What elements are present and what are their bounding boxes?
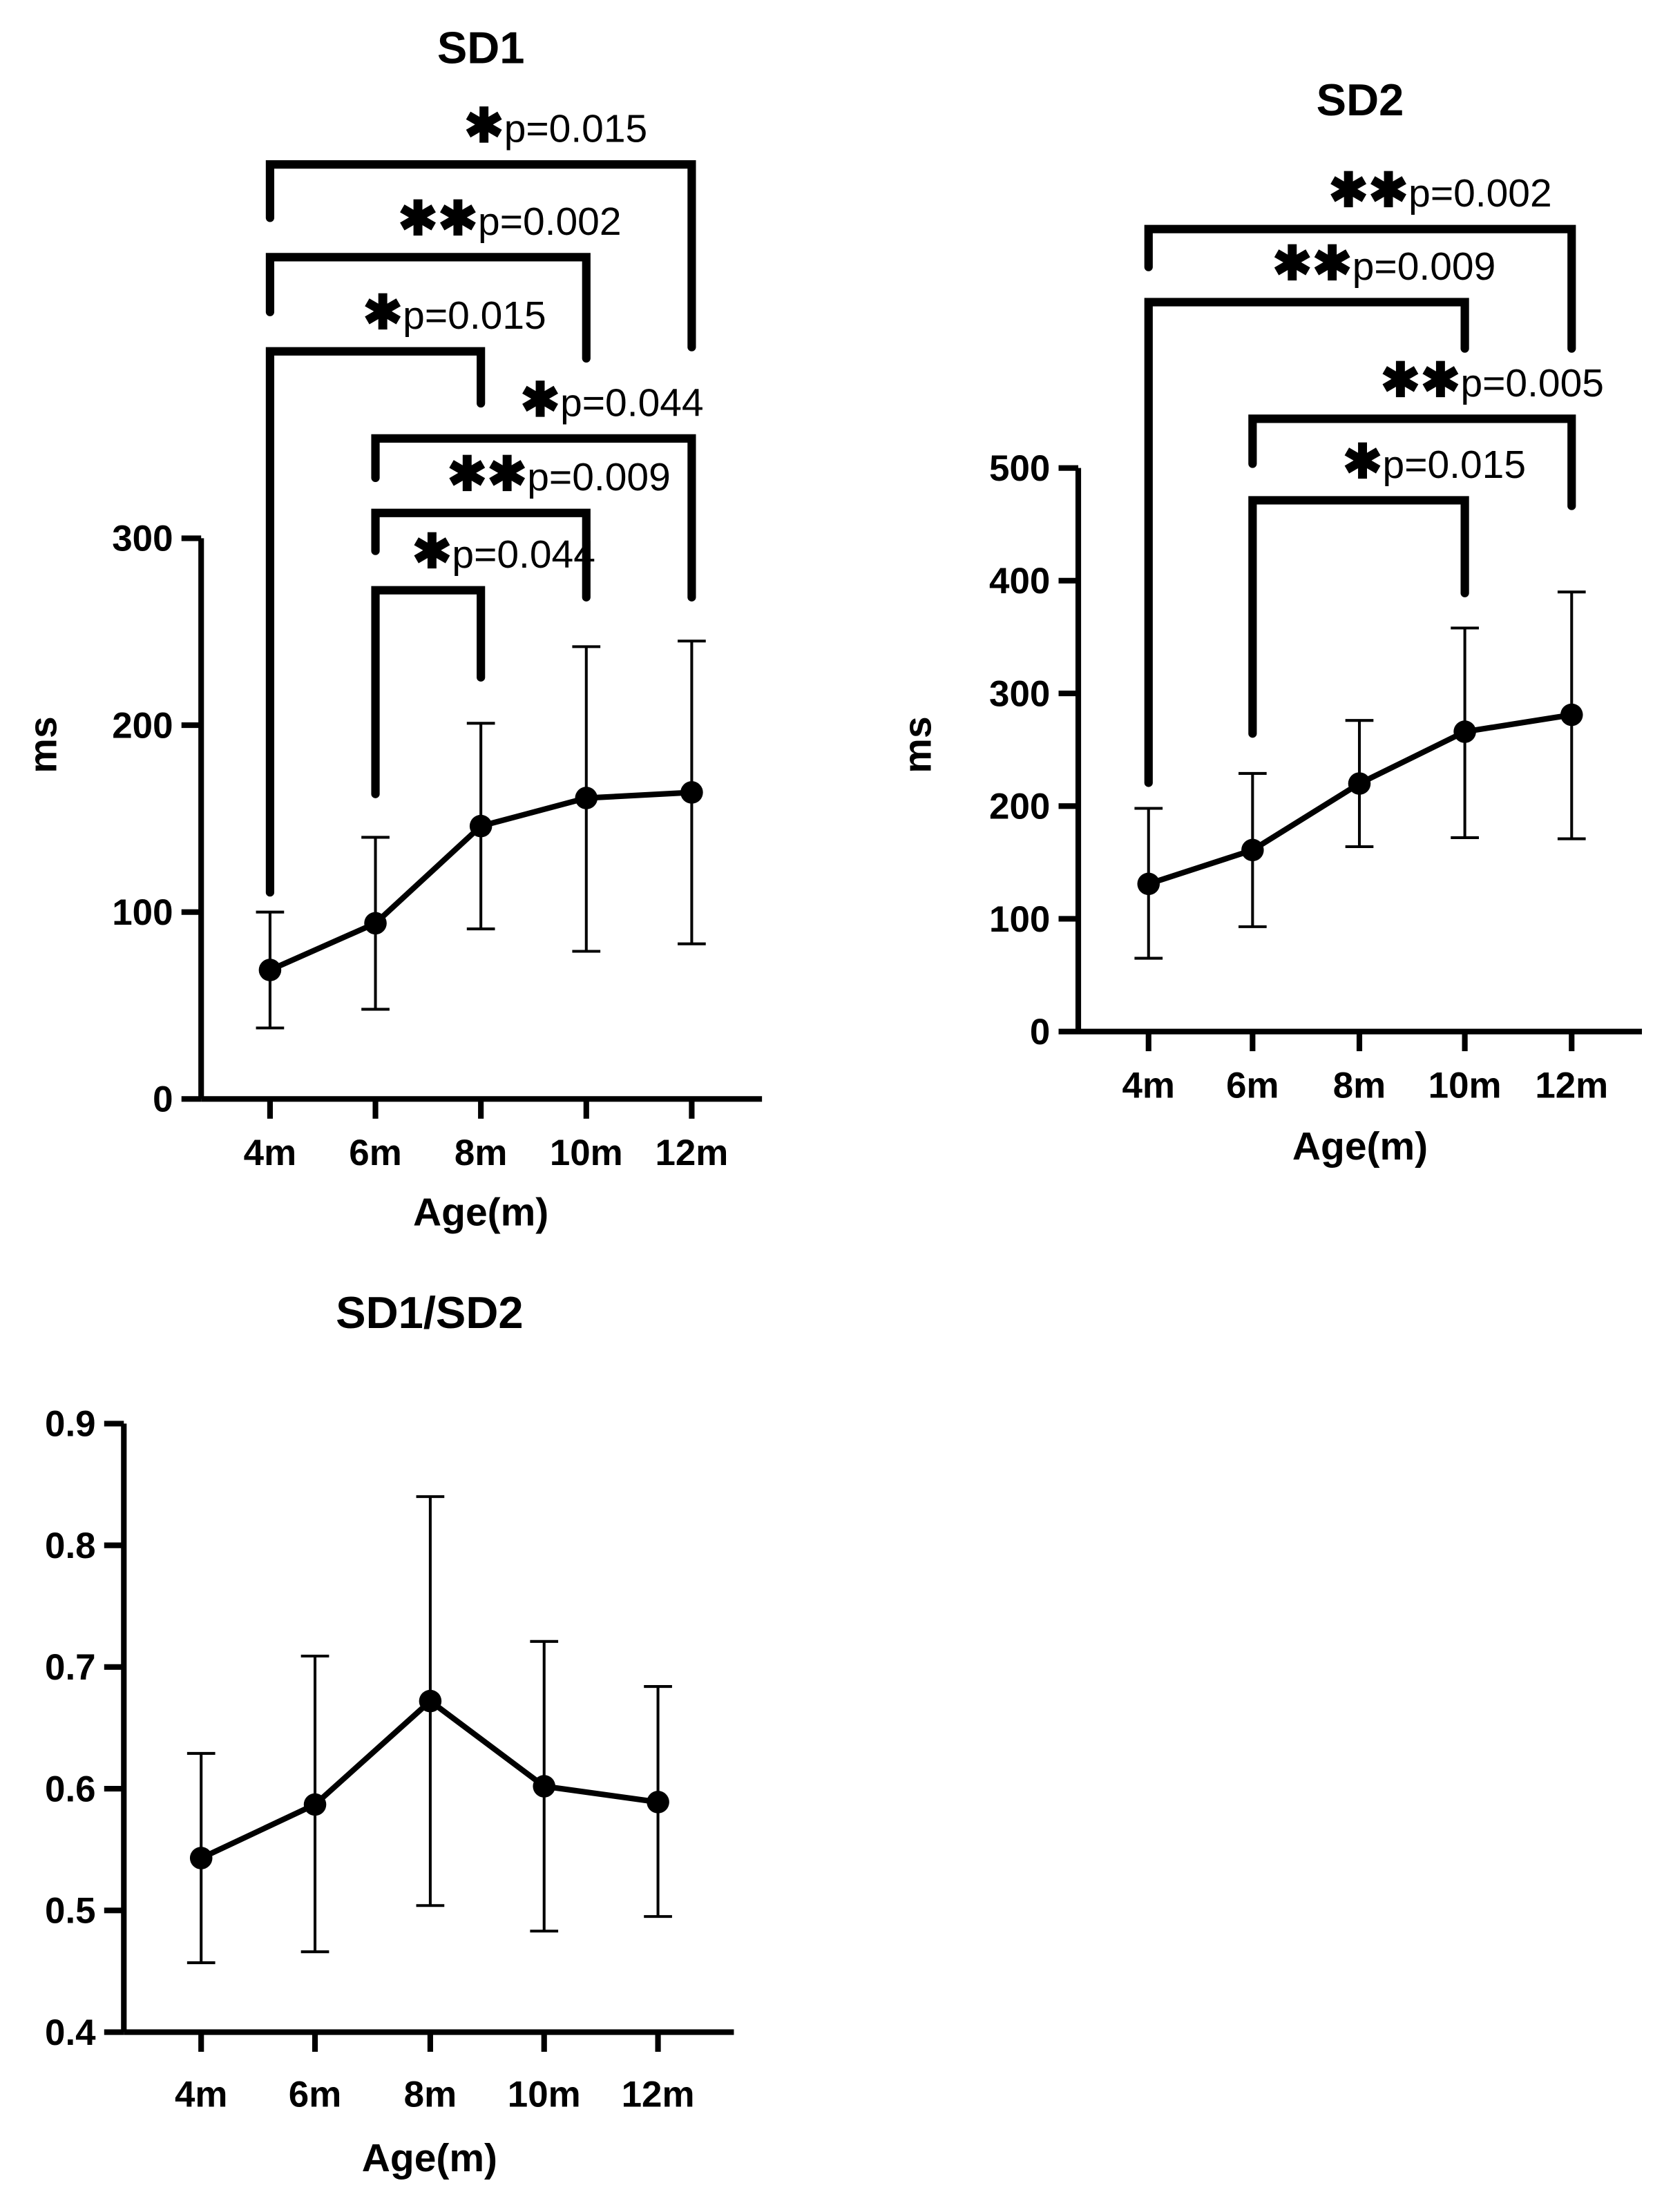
data-point (1137, 872, 1160, 896)
p-value: p=0.044 (560, 381, 704, 425)
significance-bracket (265, 253, 591, 363)
data-point (419, 1689, 442, 1713)
significance-stars: ✱✱ (447, 447, 527, 501)
p-value: p=0.009 (527, 455, 671, 499)
p-value: p=0.044 (452, 532, 595, 577)
data-point (680, 781, 703, 804)
x-tick-label: 12m (655, 1133, 728, 1173)
p-value: p=0.015 (1383, 443, 1527, 487)
y-tick-label: 500 (989, 448, 1050, 489)
x-tick-label: 8m (1333, 1065, 1386, 1106)
x-tick-label: 12m (1535, 1065, 1608, 1106)
x-axis-label: Age(m) (1292, 1124, 1428, 1168)
data-point (533, 1775, 556, 1798)
p-value: p=0.015 (403, 294, 546, 338)
significance-bracket (371, 586, 486, 798)
data-point (1560, 703, 1583, 727)
y-tick-label: 0 (153, 1079, 173, 1120)
y-tick-label: 100 (989, 899, 1050, 940)
chart-title: SD1/SD2 (336, 1287, 523, 1338)
data-point (575, 787, 598, 809)
data-point (364, 912, 387, 935)
significance-stars: ✱ (412, 524, 452, 578)
significance-label: ✱✱p=0.005 (1381, 353, 1604, 407)
significance-stars: ✱✱ (1328, 163, 1408, 217)
significance-bracket (1144, 224, 1576, 353)
p-value: p=0.002 (1408, 171, 1552, 215)
x-tick-label: 4m (244, 1133, 296, 1173)
chart-title: SD2 (1317, 75, 1404, 125)
x-axis-label: Age(m) (413, 1190, 548, 1234)
y-axis-label: ms (895, 716, 939, 773)
significance-stars: ✱✱ (1381, 353, 1461, 407)
y-tick-label: 100 (112, 892, 173, 933)
significance-stars: ✱ (363, 285, 403, 339)
y-tick-label: 0.8 (45, 1526, 96, 1566)
x-axis-label: Age(m) (362, 2136, 497, 2180)
y-tick-label: 0.6 (45, 1769, 96, 1809)
significance-label: ✱p=0.044 (412, 524, 595, 578)
p-value: p=0.002 (478, 200, 622, 244)
significance-stars: ✱ (1343, 434, 1383, 488)
x-tick-label: 6m (289, 2074, 341, 2115)
data-point (258, 959, 282, 981)
significance-stars: ✱✱ (398, 191, 478, 245)
y-tick-label: 300 (989, 673, 1050, 714)
data-point (303, 1793, 327, 1816)
significance-label: ✱p=0.015 (464, 99, 647, 153)
data-point (647, 1791, 669, 1814)
x-tick-label: 10m (550, 1133, 623, 1173)
significance-label: ✱✱p=0.002 (1328, 163, 1551, 217)
significance-bracket (265, 160, 696, 352)
data-point (189, 1847, 213, 1869)
x-tick-label: 10m (508, 2074, 581, 2115)
y-tick-label: 0.4 (45, 2012, 96, 2053)
data-point (1348, 772, 1371, 795)
p-value: p=0.005 (1460, 361, 1604, 405)
y-axis-label: ms (21, 716, 66, 773)
y-tick-label: 400 (989, 561, 1050, 602)
significance-bracket (1248, 414, 1576, 510)
y-tick-label: 0.5 (45, 1891, 96, 1932)
x-tick-label: 10m (1428, 1065, 1502, 1106)
significance-stars: ✱✱ (1272, 236, 1352, 290)
p-value: p=0.009 (1352, 244, 1496, 289)
x-tick-label: 8m (455, 1133, 507, 1173)
data-point (1453, 720, 1476, 743)
y-tick-label: 0.9 (45, 1404, 96, 1445)
y-tick-label: 0.7 (45, 1647, 96, 1688)
y-tick-label: 300 (112, 519, 173, 559)
x-tick-label: 4m (175, 2074, 227, 2115)
p-value: p=0.015 (504, 107, 648, 151)
y-tick-label: 0 (1030, 1012, 1050, 1052)
significance-label: ✱p=0.044 (520, 372, 703, 426)
x-tick-label: 6m (1226, 1065, 1279, 1106)
significance-bracket (371, 508, 591, 602)
significance-label: ✱✱p=0.009 (1272, 236, 1495, 290)
data-point (469, 814, 493, 838)
chart-sd2: SD2 0 100 200 300 400 500 4m 6m 8m 10m 12m Age(m) ms ✱… (895, 75, 1643, 1168)
significance-bracket (1248, 496, 1469, 738)
data-point (1241, 838, 1264, 862)
y-tick-label: 200 (112, 705, 173, 746)
significance-label: ✱✱p=0.009 (447, 447, 670, 501)
significance-bracket (1144, 298, 1469, 787)
x-tick-label: 6m (349, 1133, 401, 1173)
x-tick-label: 4m (1122, 1065, 1175, 1106)
significance-label: ✱✱p=0.002 (398, 191, 621, 245)
chart-sd1-sd2: SD1/SD2 0.4 0.5 0.6 0.7 0.8 0.9 4m 6m 8m 10m 12m Age… (45, 1287, 734, 2180)
significance-label: ✱p=0.015 (363, 285, 546, 339)
x-tick-label: 8m (404, 2074, 457, 2115)
significance-bracket (371, 434, 696, 602)
significance-stars: ✱ (464, 99, 504, 153)
significance-label: ✱p=0.015 (1343, 434, 1526, 488)
significance-stars: ✱ (520, 372, 560, 426)
x-tick-label: 12m (622, 2074, 695, 2115)
chart-title: SD1 (437, 23, 525, 73)
y-tick-label: 200 (989, 787, 1050, 827)
significance-bracket (265, 347, 486, 897)
